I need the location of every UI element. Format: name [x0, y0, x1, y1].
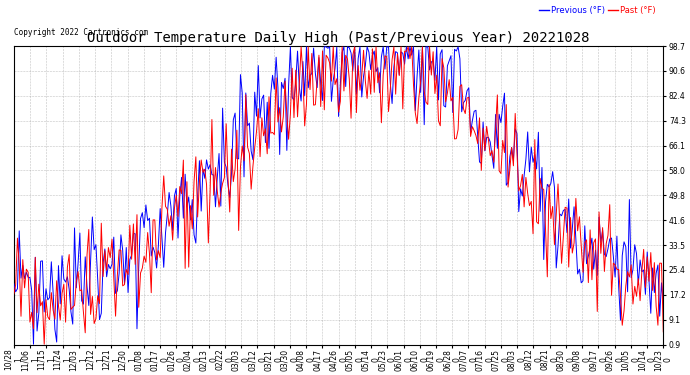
- Text: Copyright 2022 Cartronics.com: Copyright 2022 Cartronics.com: [14, 28, 148, 37]
- Legend: Previous (°F), Past (°F): Previous (°F), Past (°F): [535, 3, 659, 18]
- Title: Outdoor Temperature Daily High (Past/Previous Year) 20221028: Outdoor Temperature Daily High (Past/Pre…: [88, 31, 590, 45]
